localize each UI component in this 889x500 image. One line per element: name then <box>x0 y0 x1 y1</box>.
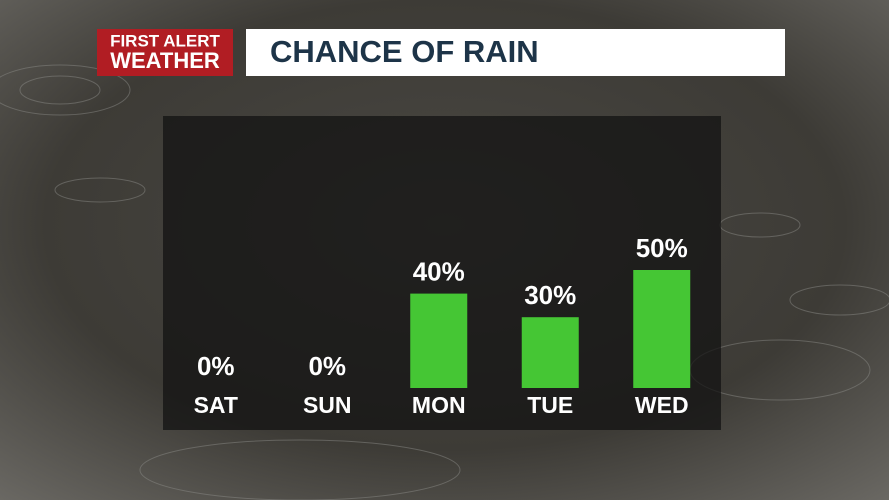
x-tick-label: WED <box>635 392 689 418</box>
value-label: 50% <box>636 233 688 263</box>
x-tick-label: SAT <box>194 392 238 418</box>
value-label: 0% <box>308 351 346 381</box>
bar <box>633 270 691 388</box>
x-tick-label: TUE <box>527 392 573 418</box>
bar <box>521 317 579 388</box>
x-tick-label: MON <box>412 392 466 418</box>
x-tick-label: SUN <box>303 392 352 418</box>
value-label: 0% <box>197 351 235 381</box>
brand-line-2: WEATHER <box>110 48 220 73</box>
title-box <box>246 29 785 76</box>
value-label: 30% <box>524 280 576 310</box>
brand-box <box>97 29 233 76</box>
bar <box>410 293 468 388</box>
chart-title: CHANCE OF RAIN <box>270 34 539 69</box>
value-label: 40% <box>413 256 465 286</box>
ripples <box>0 64 889 500</box>
brand-line-1: FIRST ALERT <box>110 31 220 50</box>
